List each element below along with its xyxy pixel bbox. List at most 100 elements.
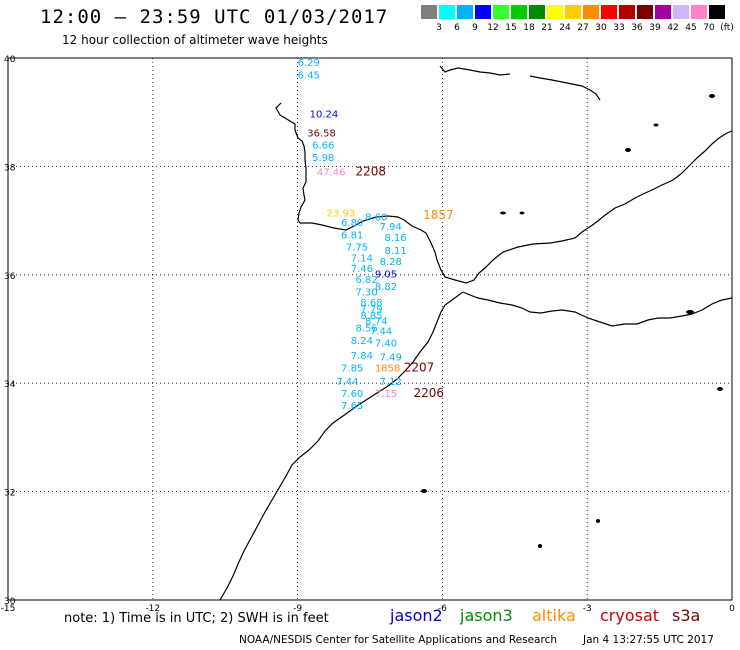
coastline-iberia-north xyxy=(439,65,511,76)
coastline-iberia-east xyxy=(529,75,601,101)
y-tick-label: 40 xyxy=(4,55,16,65)
legend-item-jason3: jason3 xyxy=(460,606,513,625)
wave-height-point: 8.28 xyxy=(380,257,402,268)
data-points: 6.29 6.45 10.24 36.586.665.98 47.46 23.93 8.60… xyxy=(298,58,454,412)
footer-note: note: 1) Time is in UTC; 2) SWH is in fe… xyxy=(64,611,329,626)
scale-label: 70 xyxy=(703,23,715,33)
wave-height-point: 23.93 xyxy=(327,208,356,219)
x-tick-label: -15 xyxy=(1,604,16,614)
plot-frame xyxy=(7,57,733,601)
scale-color-box xyxy=(475,5,491,19)
scale-color-box xyxy=(421,5,437,19)
wave-height-point: 1858 xyxy=(375,363,400,374)
wave-height-point: 6.29 xyxy=(298,58,320,69)
scale-color-box xyxy=(583,5,599,19)
legend-item-cryosat: cryosat xyxy=(600,606,660,625)
wave-height-point: 8.11 xyxy=(384,246,406,257)
island xyxy=(709,94,715,98)
wave-height-point: 7.30 xyxy=(356,287,378,298)
scale-label: 21 xyxy=(541,23,553,33)
wave-height-point: 7.94 xyxy=(380,222,402,233)
wave-height-point: 7.40 xyxy=(375,338,397,349)
footer-credit: NOAA/NESDIS Center for Satellite Applica… xyxy=(239,634,557,646)
chart-subtitle: 12 hour collection of altimeter wave hei… xyxy=(62,33,328,47)
scale-label: 12 xyxy=(487,23,499,33)
legend-item-s3a: s3a xyxy=(672,606,701,625)
scale-color-box xyxy=(565,5,581,19)
island xyxy=(653,123,659,127)
scale-label: 42 xyxy=(667,23,679,33)
scale-label: 9 xyxy=(472,23,478,33)
island xyxy=(686,310,694,314)
scale-color-box xyxy=(673,5,689,19)
chart-title: 12:00 – 23:59 UTC 01/03/2017 xyxy=(40,6,389,28)
wave-height-point: 7.60 xyxy=(341,389,363,400)
x-tick-label: -12 xyxy=(145,604,160,614)
pass-time-label: 2207 xyxy=(404,360,435,374)
legend-item-jason2: jason2 xyxy=(390,606,443,625)
pass-time-label: 2206 xyxy=(413,386,444,400)
scale-label: 33 xyxy=(613,23,625,33)
scale-color-box xyxy=(511,5,527,19)
x-tick-label: -9 xyxy=(293,604,302,614)
wave-height-point: 7.65 xyxy=(341,401,363,412)
x-tick-label: -6 xyxy=(438,604,447,614)
grid-lines xyxy=(8,58,732,600)
x-tick-label: -3 xyxy=(583,604,592,614)
scale-color-box xyxy=(529,5,545,19)
scale-color-box xyxy=(457,5,473,19)
pass-time-label: 1857 xyxy=(423,208,454,222)
y-tick-label: 30 xyxy=(4,597,16,607)
scale-color-box xyxy=(619,5,635,19)
y-tick-label: 34 xyxy=(4,380,16,390)
scale-color-box xyxy=(493,5,509,19)
y-tick-label: 38 xyxy=(4,163,16,173)
scale-label: 30 xyxy=(595,23,607,33)
wave-height-point: 8.82 xyxy=(375,282,397,293)
wave-height-point: 7.75 xyxy=(346,242,368,253)
scale-color-box xyxy=(439,5,455,19)
island xyxy=(625,148,631,152)
coastline-morocco xyxy=(219,291,464,601)
wave-height-point: 10.24 xyxy=(310,110,339,121)
island xyxy=(717,387,723,391)
scale-label: 3 xyxy=(436,23,442,33)
wave-height-point: 8.24 xyxy=(351,336,373,347)
wave-height-point: 8.85 xyxy=(360,311,382,322)
scale-label: 18 xyxy=(523,23,535,33)
scale-color-box xyxy=(709,5,725,19)
wave-height-point: 7.44 xyxy=(336,377,358,388)
footer-date: Jan 4 13:27:55 UTC 2017 xyxy=(583,634,714,646)
axis-ticks: -15 -12 -9 -6 -3 0 30 32 34 36 38 40 xyxy=(1,55,735,614)
wave-height-point: 47.46 xyxy=(317,168,346,179)
wave-height-point: 7.49 xyxy=(380,352,402,363)
island xyxy=(500,211,506,215)
scale-color-box xyxy=(637,5,653,19)
scale-label: 27 xyxy=(577,23,589,33)
wave-height-point: 8.16 xyxy=(384,233,406,244)
scale-label: (ft) xyxy=(720,23,734,33)
scale-color-box xyxy=(601,5,617,19)
wave-height-point: 7.79 xyxy=(360,305,382,316)
coastline xyxy=(219,65,733,601)
island xyxy=(421,489,427,493)
wave-height-point: 7.44 xyxy=(370,326,392,337)
x-tick-label: 0 xyxy=(729,604,735,614)
wave-height-point: 7.12 xyxy=(380,377,402,388)
wave-height-point: 7.14 xyxy=(351,253,373,264)
island xyxy=(538,544,542,548)
scale-label: 15 xyxy=(505,23,517,33)
wave-height-point: 6.81 xyxy=(341,230,363,241)
wave-height-point: 6.80 xyxy=(341,218,363,229)
wave-height-point: 6.45 xyxy=(298,71,320,82)
coastline-north-africa xyxy=(462,291,733,327)
scale-label: 45 xyxy=(685,23,697,33)
pass-time-label: 2208 xyxy=(356,165,387,179)
scale-label: 6 xyxy=(454,23,460,33)
wave-height-point: 9.05 xyxy=(375,270,397,281)
island xyxy=(519,211,525,215)
wave-height-point: 8.56 xyxy=(356,324,378,335)
scale-color-box xyxy=(547,5,563,19)
scale-label: 24 xyxy=(559,23,571,33)
